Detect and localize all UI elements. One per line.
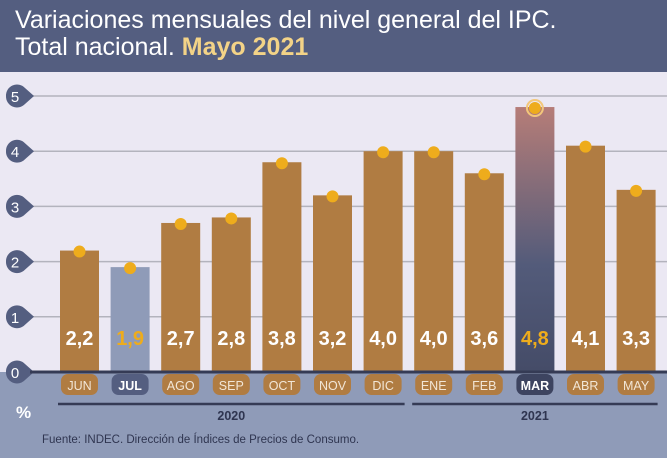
data-dot: [225, 212, 238, 225]
value-label: 4,8: [521, 328, 549, 350]
y-tick-badge: [5, 305, 34, 329]
y-tick-badge: [5, 84, 35, 108]
value-label: 3,6: [470, 328, 498, 350]
bar: [566, 145, 605, 371]
data-dot: [579, 140, 592, 153]
bar: [363, 151, 403, 371]
x-tick-label: JUL: [118, 379, 142, 393]
month-pill: [263, 374, 301, 395]
data-dot: [478, 168, 491, 181]
value-label: 3,8: [268, 328, 296, 350]
y-tick-label: 2: [11, 255, 19, 272]
month-pill: [465, 374, 503, 395]
month-pill: [61, 374, 98, 395]
source-note: Fuente: INDEC. Dirección de Índices de P…: [42, 433, 359, 446]
x-tick-label: NOV: [319, 379, 347, 393]
bar: [211, 217, 251, 371]
month-pill: [617, 374, 655, 395]
x-tick-label: JUN: [67, 379, 91, 393]
y-tick-label: 1: [11, 310, 19, 327]
bar: [515, 107, 555, 371]
highlight-ring: [525, 99, 544, 118]
month-pill: [314, 374, 351, 395]
value-label: 2,7: [167, 328, 195, 350]
year-label: 2020: [217, 409, 245, 423]
bar: [313, 195, 352, 371]
y-tick-badge: [5, 360, 35, 384]
value-label: 2,8: [217, 328, 245, 350]
y-tick-badge: [5, 250, 34, 274]
bar: [464, 173, 504, 371]
year-label: 2021: [521, 409, 549, 423]
value-label: 4,0: [420, 328, 448, 350]
data-dot: [275, 157, 288, 170]
data-dot: [528, 102, 541, 115]
data-dot: [124, 262, 137, 275]
month-pill: [162, 374, 200, 395]
value-label: 2,2: [66, 328, 94, 350]
value-label: 3,3: [622, 328, 650, 350]
y-tick-label: 3: [11, 199, 19, 216]
x-tick-label: ABR: [573, 379, 599, 393]
y-tick-label: 5: [11, 89, 19, 106]
header: Variaciones mensuales del nivel general …: [0, 0, 667, 72]
bar: [262, 162, 302, 371]
y-unit-label: %: [16, 403, 31, 422]
x-tick-label: MAY: [623, 379, 650, 393]
y-tick-badge: [5, 194, 34, 218]
bar: [161, 222, 201, 371]
bar: [60, 250, 99, 371]
x-tick-label: AGO: [167, 379, 195, 393]
x-tick-label: SEP: [219, 379, 244, 393]
bar: [616, 189, 656, 371]
title-subtitle: Total nacional.: [15, 33, 175, 61]
y-tick-badge: [5, 139, 34, 163]
title-line-1: Variaciones mensuales del nivel general …: [15, 6, 557, 34]
title-line-2: Total nacional. Mayo 2021: [15, 33, 308, 61]
month-pill: [415, 374, 453, 395]
month-pill: [567, 374, 604, 395]
x-tick-label: FEB: [472, 379, 496, 393]
bar: [414, 151, 454, 371]
data-dot: [377, 146, 390, 159]
data-dot: [326, 190, 339, 203]
month-pill: [111, 374, 149, 395]
data-dot: [73, 245, 86, 258]
value-label: 4,0: [369, 328, 397, 350]
value-label: 4,1: [572, 328, 600, 350]
value-label: 1,9: [116, 328, 144, 350]
x-tick-label: OCT: [269, 379, 296, 393]
x-tick-label: DIC: [372, 379, 394, 393]
x-tick-label: MAR: [521, 379, 549, 393]
y-tick-label: 0: [11, 365, 19, 382]
month-pill: [516, 374, 554, 395]
data-dot: [427, 146, 440, 159]
bar: [110, 267, 150, 371]
value-label: 3,2: [319, 328, 347, 350]
month-pill: [212, 374, 250, 395]
data-dot: [630, 184, 643, 197]
x-tick-label: ENE: [421, 379, 447, 393]
y-tick-label: 4: [11, 144, 19, 161]
data-dot: [174, 217, 187, 230]
title-highlight: Mayo 2021: [181, 33, 309, 61]
month-pill: [364, 374, 402, 395]
